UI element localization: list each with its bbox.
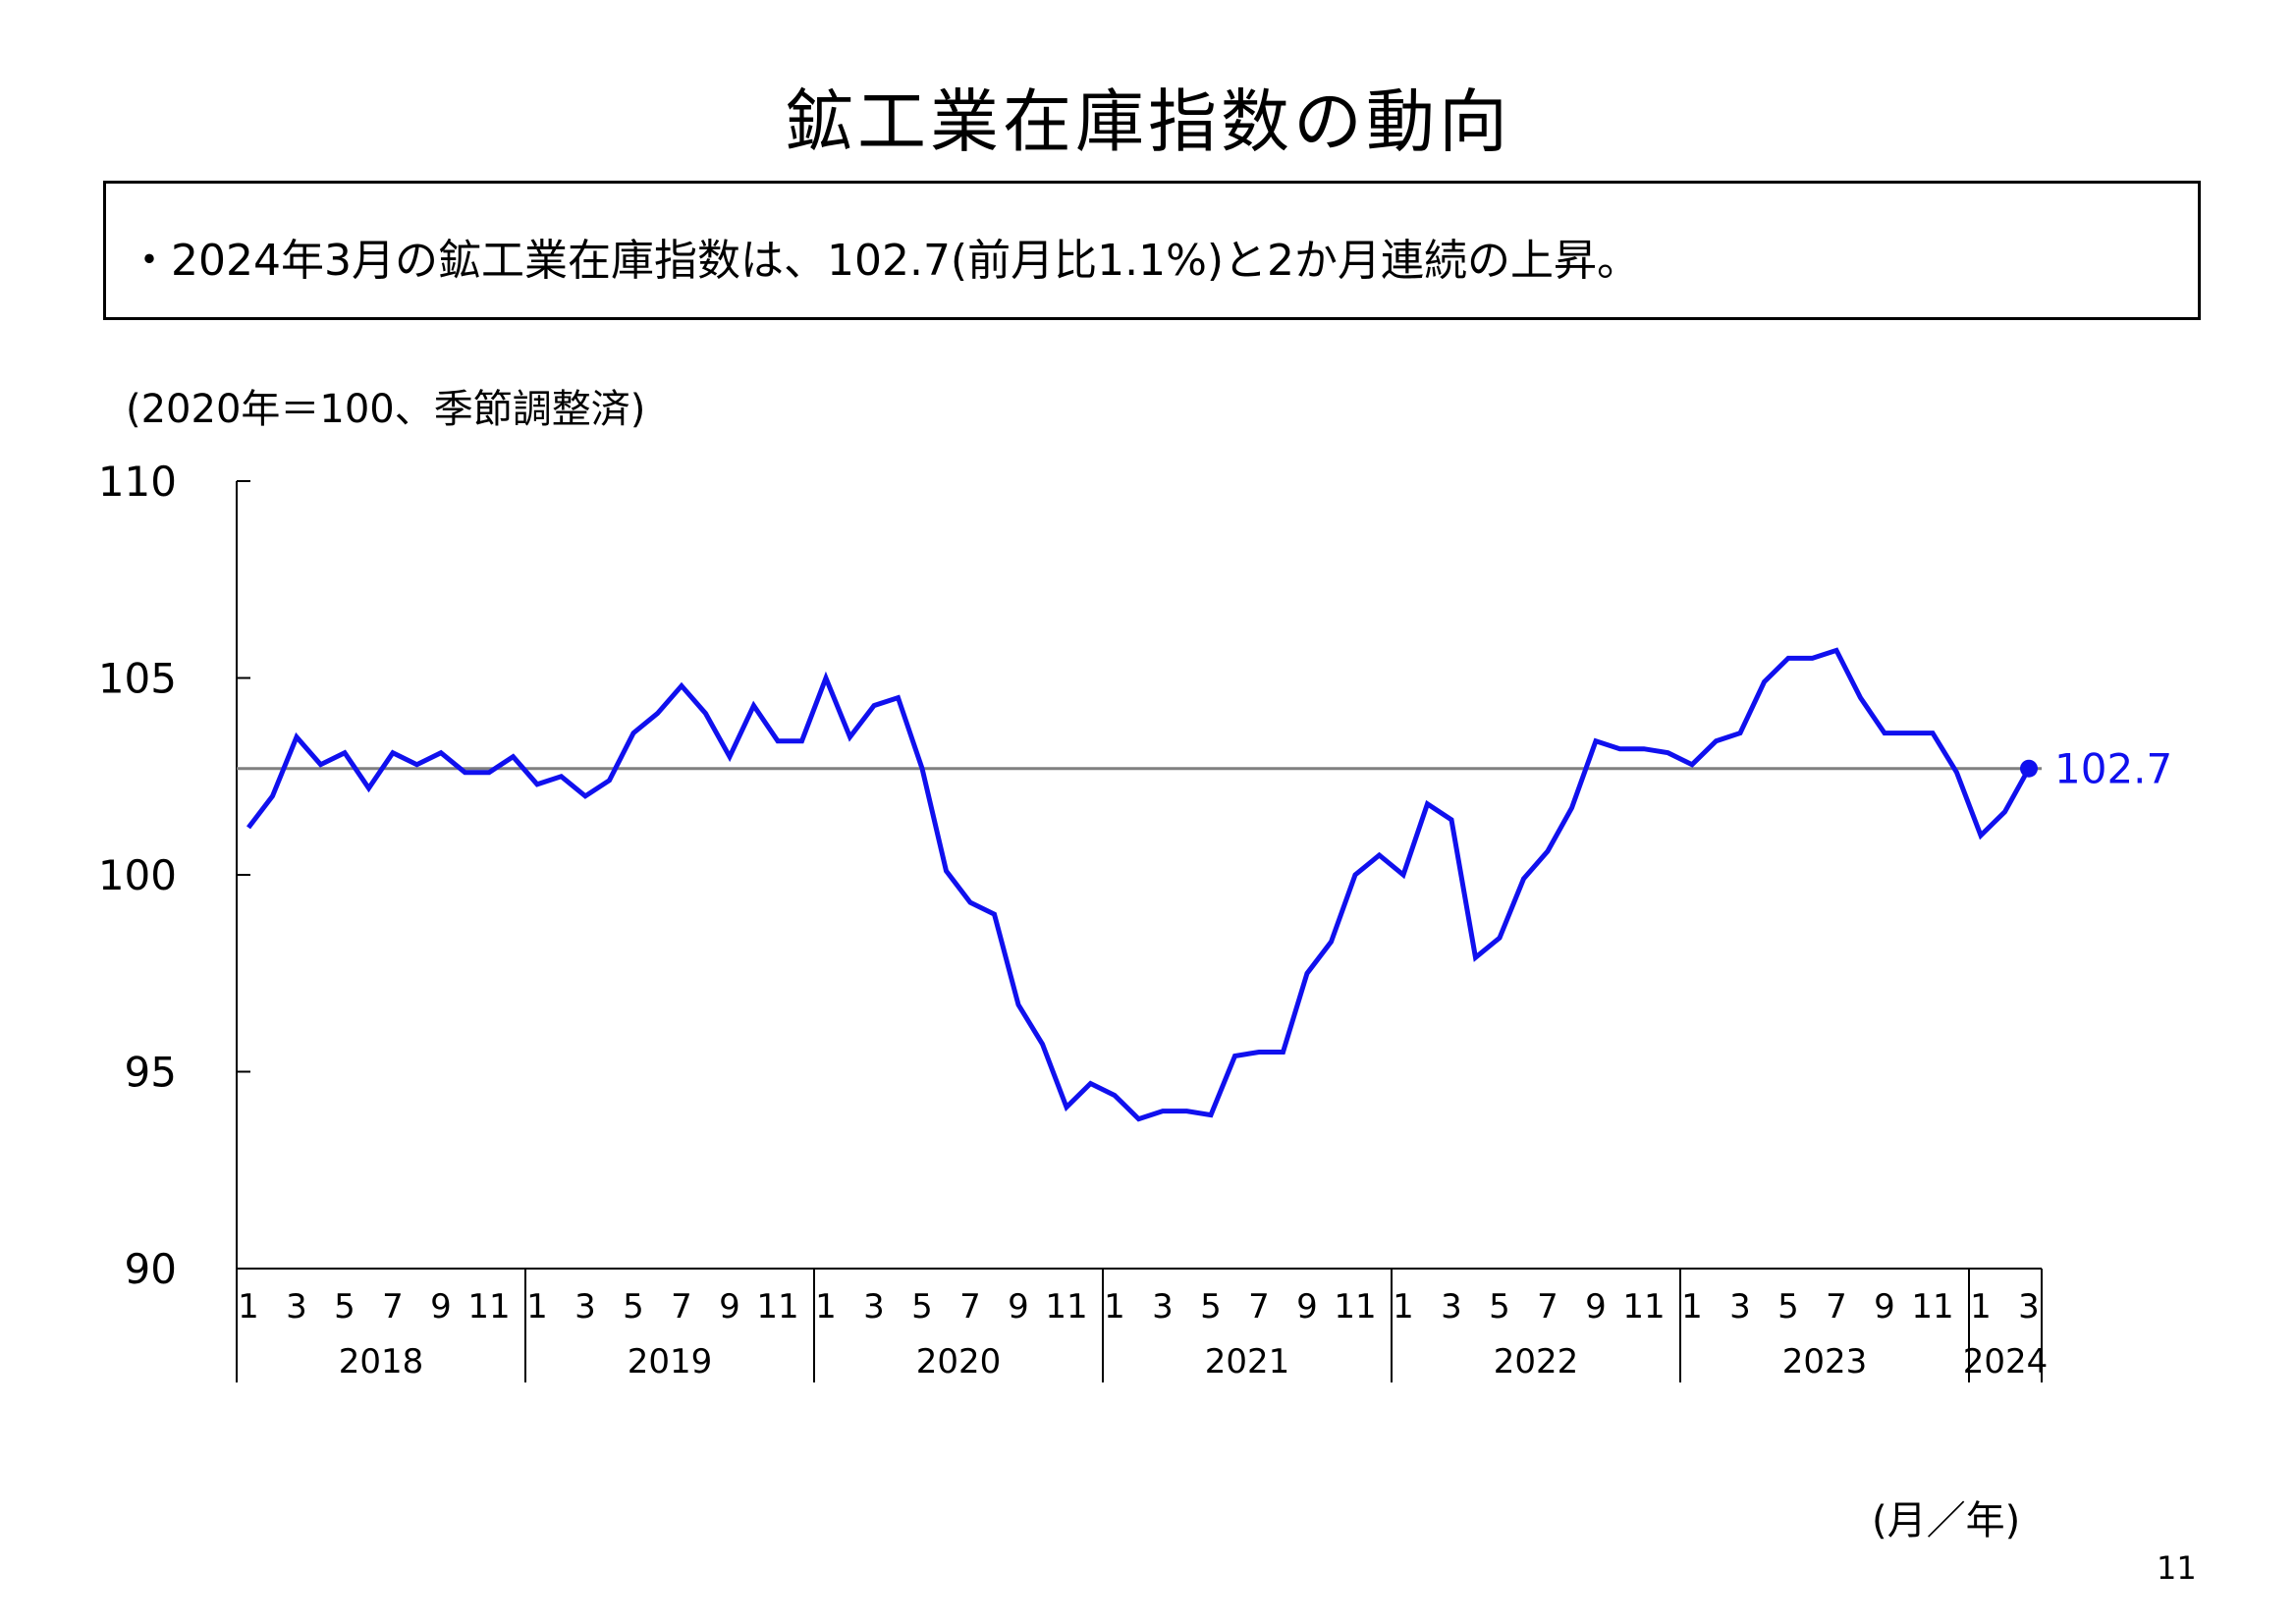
series-line [246, 647, 2032, 1122]
month-tick-label: 3 [2018, 1287, 2040, 1326]
month-tick-label: 5 [1200, 1287, 1222, 1326]
month-tick-label: 9 [430, 1287, 452, 1326]
month-tick-label: 1 [526, 1287, 548, 1326]
month-tick-label: 7 [1537, 1287, 1558, 1326]
month-tick-label: 1 [1970, 1287, 1992, 1326]
month-tick-label: 3 [286, 1287, 307, 1326]
month-tick-label: 1 [1681, 1287, 1703, 1326]
unit-note: (2020年＝100、季節調整済) [126, 387, 646, 432]
month-tick-label: 7 [959, 1287, 981, 1326]
month-tick-label: 9 [719, 1287, 740, 1326]
month-tick-label: 9 [1874, 1287, 1895, 1326]
month-tick-label: 1 [1393, 1287, 1414, 1326]
month-tick-label: 5 [334, 1287, 355, 1326]
month-tick-label: 5 [623, 1287, 644, 1326]
year-label: 2022 [1494, 1342, 1579, 1381]
month-tick-label: 11 [1334, 1287, 1376, 1326]
month-tick-label: 3 [574, 1287, 596, 1326]
month-tick-label: 7 [1826, 1287, 1847, 1326]
month-tick-label: 1 [238, 1287, 259, 1326]
month-tick-label: 9 [1585, 1287, 1607, 1326]
month-tick-label: 3 [1729, 1287, 1751, 1326]
summary-text: ・2024年3月の鉱工業在庫指数は、102.7(前月比1.1%)と2か月連続の上… [128, 236, 1641, 286]
month-tick-label: 11 [467, 1287, 510, 1326]
month-tick-label: 11 [1045, 1287, 1087, 1326]
month-tick-label: 5 [911, 1287, 933, 1326]
month-tick-label: 9 [1296, 1287, 1318, 1326]
summary-box: ・2024年3月の鉱工業在庫指数は、102.7(前月比1.1%)と2か月連続の上… [103, 181, 2201, 320]
y-tick-label: 110 [98, 458, 177, 506]
month-tick-label: 5 [1489, 1287, 1510, 1326]
month-tick-label: 7 [382, 1287, 404, 1326]
month-tick-label: 11 [1622, 1287, 1665, 1326]
year-label: 2021 [1205, 1342, 1290, 1381]
y-tick-label: 90 [125, 1245, 177, 1293]
year-label: 2024 [1963, 1342, 2049, 1381]
year-label: 2023 [1782, 1342, 1868, 1381]
month-tick-label: 9 [1008, 1287, 1029, 1326]
y-tick-label: 105 [98, 655, 177, 703]
latest-value-label: 102.7 [2054, 745, 2172, 793]
month-tick-label: 1 [1104, 1287, 1125, 1326]
latest-point-marker [2020, 759, 2038, 778]
month-tick-label: 3 [863, 1287, 885, 1326]
month-tick-label: 1 [815, 1287, 837, 1326]
y-tick-label: 100 [98, 851, 177, 899]
month-tick-label: 11 [1911, 1287, 1953, 1326]
month-tick-label: 7 [1248, 1287, 1270, 1326]
month-tick-label: 5 [1777, 1287, 1799, 1326]
month-tick-label: 11 [756, 1287, 798, 1326]
year-label: 2018 [339, 1342, 424, 1381]
year-label: 2019 [628, 1342, 713, 1381]
month-tick-label: 3 [1441, 1287, 1462, 1326]
year-label: 2020 [916, 1342, 1002, 1381]
page-title: 鉱工業在庫指数の動向 [785, 81, 1511, 162]
axis-unit-note: (月／年) [1872, 1498, 2021, 1543]
page-number: 11 [2157, 1549, 2197, 1587]
y-tick-label: 95 [125, 1049, 177, 1097]
month-tick-label: 3 [1152, 1287, 1174, 1326]
month-tick-label: 7 [671, 1287, 692, 1326]
